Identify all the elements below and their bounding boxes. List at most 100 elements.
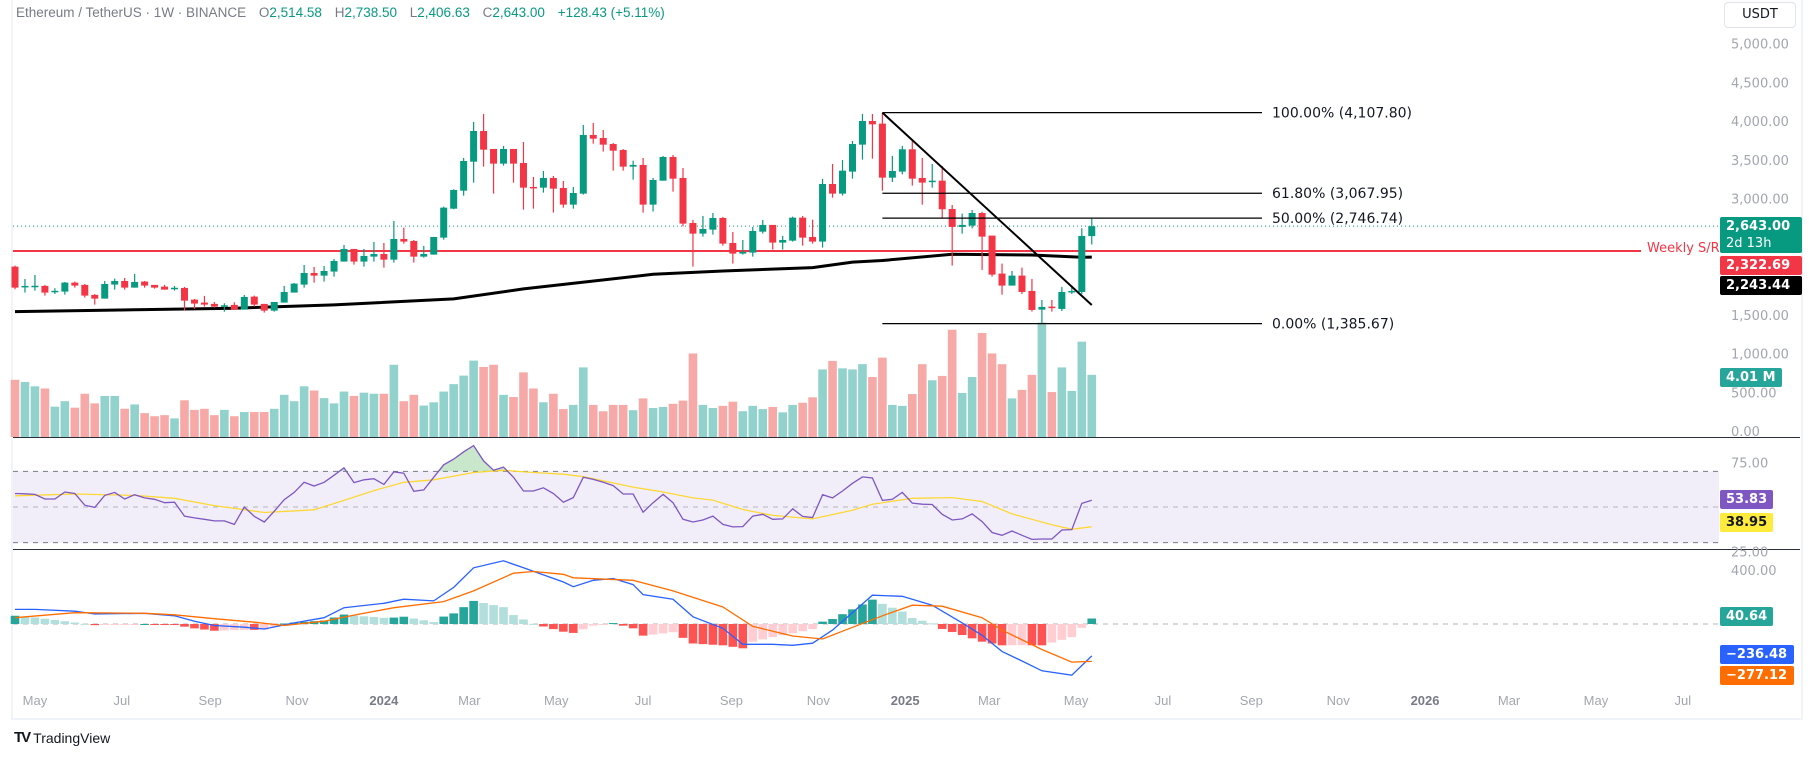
tradingview-brand[interactable]: TV TradingView xyxy=(14,729,110,746)
candle-body xyxy=(410,240,418,257)
macd-histogram-bar xyxy=(728,624,738,647)
candle-body xyxy=(699,228,707,234)
candle-body xyxy=(539,177,547,188)
volume-bar xyxy=(70,407,80,437)
candle-body xyxy=(460,160,468,191)
candle xyxy=(81,283,89,298)
candle-body xyxy=(370,253,378,257)
macd-histogram-bar xyxy=(130,624,139,625)
volume-bar xyxy=(1007,398,1017,437)
ohlc-change: +128.43 (+5.11%) xyxy=(557,5,665,20)
volume-bar xyxy=(180,400,189,437)
ma-price-label: 2,243.44 xyxy=(1720,276,1802,295)
candle-body xyxy=(230,304,238,310)
candle xyxy=(669,154,677,192)
candle-body xyxy=(190,299,198,304)
candle xyxy=(789,216,797,242)
volume-bar xyxy=(399,401,409,437)
candle-body xyxy=(161,286,169,290)
candle-body xyxy=(250,296,258,305)
candle xyxy=(908,140,916,186)
candle-body xyxy=(589,134,597,139)
candle-body xyxy=(1068,290,1076,293)
time-axis-label: Mar xyxy=(458,693,481,708)
candle xyxy=(320,265,328,282)
macd-histogram-bar xyxy=(469,600,478,624)
bar-countdown: 2d 13h xyxy=(1726,236,1772,251)
macd-histogram-bar xyxy=(200,624,209,630)
candle-body xyxy=(848,144,856,172)
fib-level-label: 0.00% (1,385.67) xyxy=(1272,317,1394,333)
candle-body xyxy=(809,236,817,242)
time-axis-label: Sep xyxy=(199,693,222,708)
candle xyxy=(1008,270,1016,286)
macd-histogram-bar xyxy=(249,624,259,630)
candle xyxy=(260,303,268,313)
macd-histogram-bar xyxy=(449,613,458,624)
macd-histogram-bar xyxy=(578,624,588,630)
candle xyxy=(649,177,657,212)
candle xyxy=(998,263,1006,295)
macd-histogram-bar xyxy=(110,624,119,625)
candle xyxy=(370,241,378,262)
candle xyxy=(729,231,737,264)
candle xyxy=(589,123,597,144)
macd-histogram-bar xyxy=(718,624,728,646)
candle-body xyxy=(430,236,438,255)
candle-body xyxy=(81,284,89,296)
weekly-sr-label: Weekly S/R xyxy=(1644,241,1723,256)
candle-body xyxy=(888,170,896,178)
volume-bar xyxy=(90,403,100,437)
volume-bar xyxy=(110,395,119,437)
candle xyxy=(948,205,956,266)
macd-histogram-bar xyxy=(1067,624,1077,638)
candle xyxy=(878,112,886,191)
candle-body xyxy=(579,134,587,194)
candle-body xyxy=(689,222,697,234)
currency-unit-button[interactable]: USDT xyxy=(1724,2,1796,28)
time-axis-label: May xyxy=(544,693,569,708)
macd-histogram-bar xyxy=(1047,624,1057,643)
sr-price-label: 2,322.69 xyxy=(1720,256,1802,275)
candle-body xyxy=(350,248,358,262)
candle xyxy=(579,124,587,195)
candle xyxy=(858,114,866,160)
candle-body xyxy=(131,281,139,288)
candle-body xyxy=(639,164,647,205)
candle-body xyxy=(400,238,408,242)
volume-bar xyxy=(788,404,797,437)
time-axis-label: 2026 xyxy=(1411,693,1440,708)
volume-bar xyxy=(878,357,887,437)
macd-histogram-bar xyxy=(120,624,129,625)
volume-bar xyxy=(967,377,977,437)
candle xyxy=(360,248,368,267)
volume-bars xyxy=(10,322,1097,437)
candle xyxy=(151,284,159,289)
volume-bar xyxy=(658,406,668,437)
volume-bar xyxy=(459,375,468,437)
time-axis-label: Jul xyxy=(1155,693,1172,708)
candle xyxy=(340,245,348,262)
volume-bar xyxy=(578,367,588,437)
volume-bar xyxy=(220,409,229,437)
macd-histogram-bar xyxy=(788,624,797,634)
candle-body xyxy=(490,148,498,164)
macd-histogram-bar xyxy=(1037,624,1047,646)
candle-body xyxy=(11,266,19,288)
candle-body xyxy=(549,177,557,189)
macd-histogram-bar xyxy=(768,624,778,638)
candle-body xyxy=(978,212,986,237)
macd-histogram-bar xyxy=(349,615,359,624)
volume-bar xyxy=(778,412,787,437)
candle-body xyxy=(71,282,79,286)
candle xyxy=(609,143,617,171)
macd-histogram-bar xyxy=(828,619,837,624)
volume-bar xyxy=(758,409,768,437)
volume-bar xyxy=(559,409,568,437)
macd-histogram-bar xyxy=(997,624,1007,646)
macd-histogram-bar xyxy=(917,620,927,624)
candle-body xyxy=(659,156,667,181)
candle xyxy=(101,280,109,299)
candle xyxy=(180,286,188,311)
